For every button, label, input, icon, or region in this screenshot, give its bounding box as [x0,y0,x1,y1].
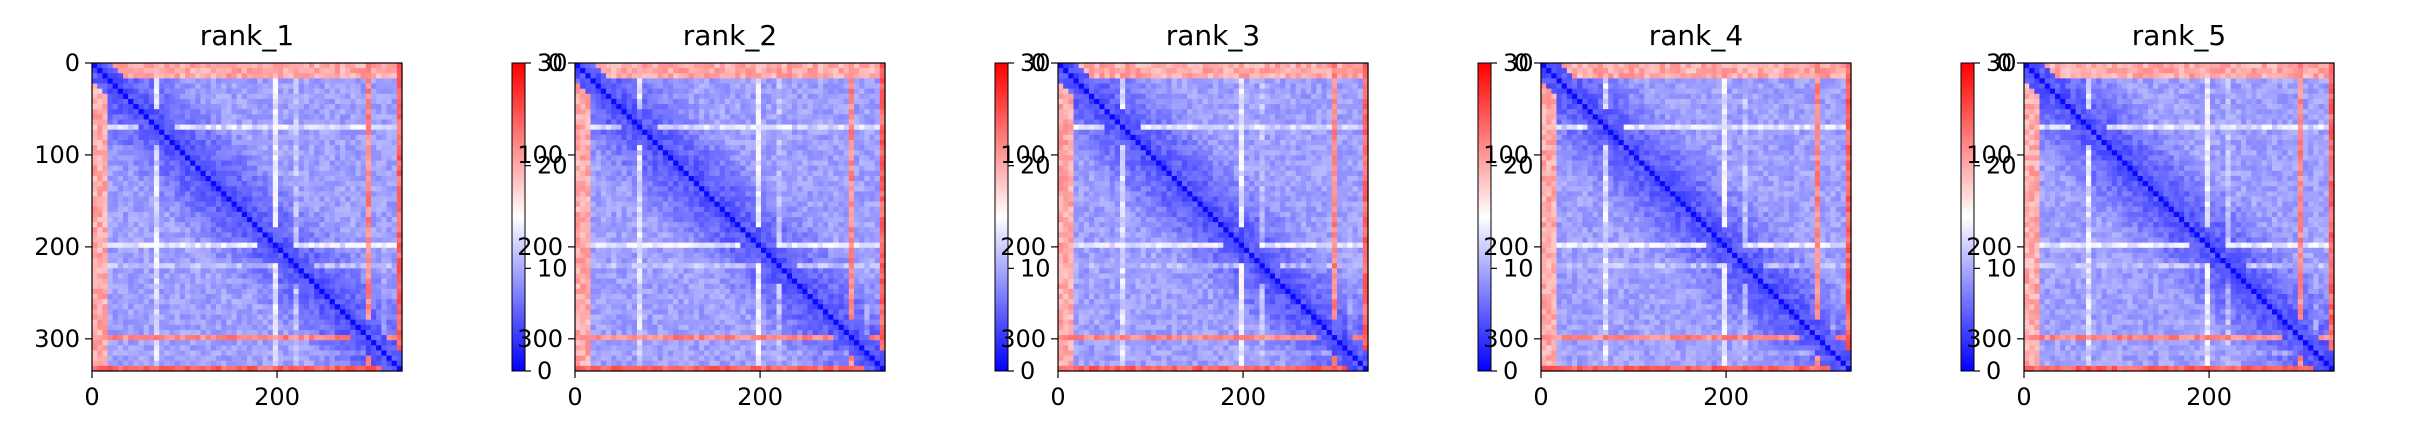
heatmap-image [575,63,886,372]
y-tick-label: 300 [1000,325,1046,353]
panel-title: rank_3 [1166,19,1260,52]
x-tick-label: 200 [2186,383,2232,411]
y-tick-label: 200 [1483,233,1529,261]
x-tick-label: 200 [1220,383,1266,411]
x-tick-label: 0 [1050,383,1065,411]
x-tick-label: 200 [737,383,783,411]
colorbar-tick-label: 10 [1503,254,1534,282]
colorbar-tick-label: 0 [1503,357,1518,385]
heatmap-image [2024,63,2335,372]
colorbar-tick-label: 0 [537,357,552,385]
axes-frame [1057,62,1369,372]
colorbar-tick-label: 30 [1020,49,1051,77]
y-tick-label: 100 [1483,141,1529,169]
panel-1: rank_1 0 100 200 300 0 200 0 10 20 30 [34,19,567,411]
x-tick-label: 0 [2016,383,2031,411]
colorbar-tick-label: 20 [1503,152,1534,180]
colorbar [1960,62,1975,372]
colorbar-tick-label: 10 [1986,254,2017,282]
colorbar-tick-label: 20 [1020,152,1051,180]
x-tick-label: 0 [84,383,99,411]
x-tick-label: 0 [1533,383,1548,411]
y-tick-label: 300 [1966,325,2012,353]
heatmap-image [92,63,403,372]
panel-5: rank_5 0 100 200 300 0 200 0 10 20 30 [1966,19,2335,411]
y-tick-label: 0 [1514,49,1529,77]
y-tick-label: 300 [1483,325,1529,353]
heatmap-image [1058,63,1369,372]
y-tick-label: 0 [1997,49,2012,77]
heatmap-image [1541,63,1852,372]
y-tick-label: 200 [1000,233,1046,261]
axes-frame [2023,62,2335,372]
colorbar-tick-label: 30 [1986,49,2017,77]
colorbar-tick-label: 10 [537,254,568,282]
y-tick-label: 100 [34,141,80,169]
x-tick-label: 200 [1703,383,1749,411]
x-tick-label: 200 [254,383,300,411]
colorbar-tick-label: 20 [537,152,568,180]
colorbar-tick-label: 0 [1020,357,1035,385]
y-tick-label: 100 [517,141,563,169]
y-tick-label: 0 [1031,49,1046,77]
x-tick-label: 0 [567,383,582,411]
axes-frame [91,62,403,372]
panel-title: rank_4 [1649,19,1743,52]
y-tick-label: 0 [65,49,80,77]
y-tick-label: 100 [1000,141,1046,169]
axes-frame [1540,62,1852,372]
y-tick-label: 200 [34,233,80,261]
colorbar-tick-label: 0 [1986,357,2001,385]
colorbar [1477,62,1492,372]
colorbar-tick-label: 10 [1020,254,1051,282]
colorbar [511,62,526,372]
colorbar-tick-label: 20 [1986,152,2017,180]
panel-title: rank_1 [200,19,294,52]
panel-title: rank_5 [2132,19,2226,52]
colorbar-tick-label: 30 [537,49,568,77]
y-tick-label: 100 [1966,141,2012,169]
y-tick-label: 200 [1966,233,2012,261]
axes-frame [574,62,886,372]
y-tick-label: 300 [34,325,80,353]
panel-title: rank_2 [683,19,777,52]
y-tick-label: 0 [548,49,563,77]
colorbar [994,62,1009,372]
colorbar-tick-label: 30 [1503,49,1534,77]
y-tick-label: 300 [517,325,563,353]
y-tick-label: 200 [517,233,563,261]
